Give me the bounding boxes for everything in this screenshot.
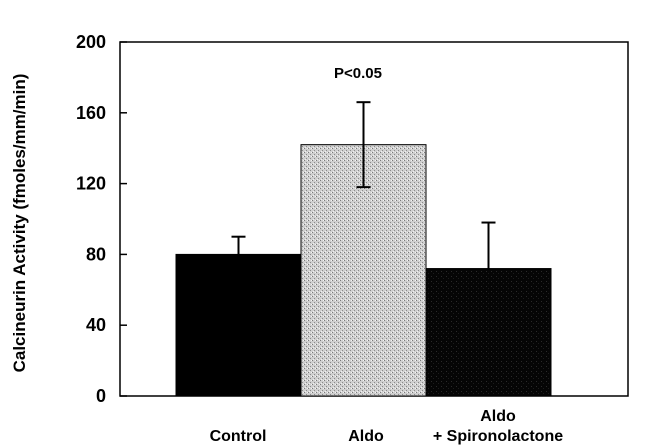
y-tick-label: 200: [76, 32, 106, 52]
category-label-2: Aldo: [348, 428, 384, 445]
y-tick-label: 80: [86, 244, 106, 264]
bar-1: [175, 253, 302, 397]
y-tick-label: 40: [86, 315, 106, 335]
category-label-1: Control: [210, 428, 267, 445]
y-tick-label: 0: [96, 386, 106, 406]
y-axis-title: Calcineurin Activity (fmoles/mm/min): [10, 74, 29, 373]
error-bars: [231, 101, 496, 269]
bar-3: [425, 268, 552, 397]
significance-annotation: P<0.05: [334, 65, 382, 82]
y-tick-label: 160: [76, 103, 106, 123]
y-tick-label: 120: [76, 174, 106, 194]
y-axis: 0 40 80 120 160 200: [76, 32, 127, 406]
category-label-3: Aldo + Spironolactone: [433, 408, 563, 445]
x-axis-labels: Control Aldo Aldo + Spironolactone: [210, 408, 564, 445]
